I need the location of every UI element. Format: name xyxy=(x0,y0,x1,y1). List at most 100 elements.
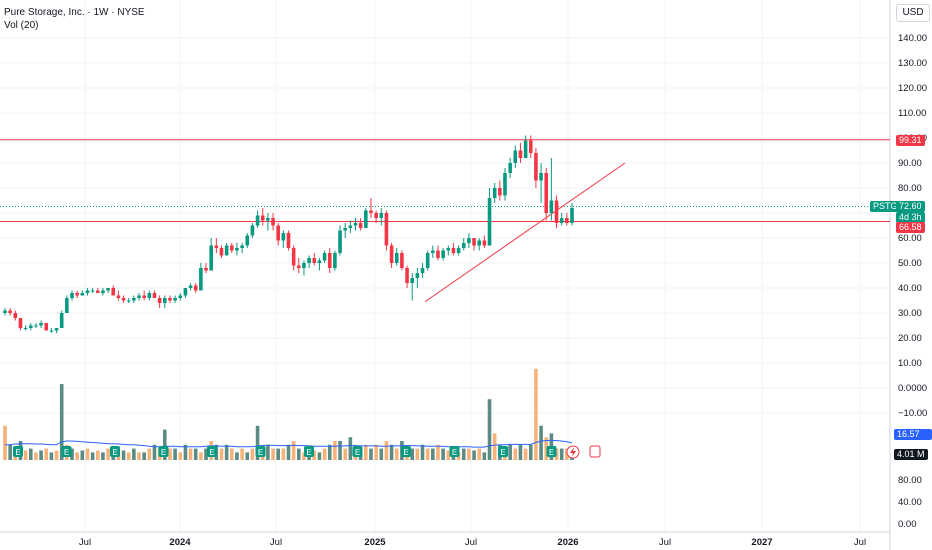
volume-indicator-label[interactable]: Vol (20) xyxy=(4,20,39,31)
candle-body xyxy=(39,323,43,326)
volume-bar xyxy=(534,368,538,460)
price-axis-label: 120.00 xyxy=(898,83,927,94)
candle-body xyxy=(492,188,497,198)
candle-body xyxy=(544,173,549,213)
volume-bar xyxy=(389,444,394,460)
symbol-title[interactable]: Pure Storage, Inc. · 1W · NYSE xyxy=(4,7,145,18)
candle-body xyxy=(482,240,487,246)
ticker-tag: PSTG xyxy=(870,201,901,212)
volume-bar xyxy=(199,452,203,460)
candle-body xyxy=(70,293,74,298)
candle-body xyxy=(178,295,183,298)
price-axis-label: 50.00 xyxy=(898,258,922,269)
earnings-marker-label: E xyxy=(355,448,360,457)
candle-body xyxy=(477,240,482,246)
time-axis-label: Jul xyxy=(465,537,477,548)
candle-body xyxy=(162,298,167,303)
volume-bar xyxy=(410,448,415,460)
earnings-marker xyxy=(13,446,23,457)
volume-bar xyxy=(528,444,533,460)
time-axis-label: 2027 xyxy=(751,537,772,548)
volume-bar xyxy=(291,441,296,460)
earnings-marker-label: E xyxy=(209,448,214,457)
volume-axis-label: 0.00 xyxy=(898,519,917,530)
price-axis-label: 90.00 xyxy=(898,158,922,169)
candle-body xyxy=(307,258,311,263)
candle-body xyxy=(147,293,152,298)
candle-body xyxy=(513,150,518,163)
candle-body xyxy=(224,245,229,256)
candle-body xyxy=(286,233,291,248)
volume-bar xyxy=(477,448,482,460)
candle-body xyxy=(369,210,373,213)
candle-body xyxy=(173,298,177,301)
candle-body xyxy=(214,245,219,248)
volume-bar xyxy=(121,450,126,460)
time-axis-label: Jul xyxy=(79,537,91,548)
volume-bar xyxy=(8,444,12,460)
candle-body xyxy=(260,215,265,221)
candle-body xyxy=(461,243,466,248)
earnings-marker-label: E xyxy=(64,448,69,457)
earnings-marker-label: E xyxy=(15,448,20,457)
candle-body xyxy=(467,238,471,243)
volume-bar xyxy=(75,452,79,460)
candle-body xyxy=(132,298,136,301)
earnings-marker xyxy=(401,446,411,457)
volume-bar xyxy=(204,448,208,460)
volume-bar xyxy=(250,448,255,460)
candle-body xyxy=(80,293,85,296)
volume-bar xyxy=(183,444,188,460)
volume-bar xyxy=(523,448,528,460)
candle-body xyxy=(534,153,538,181)
candle-body xyxy=(338,230,342,253)
candle-body xyxy=(431,250,435,253)
candle-body xyxy=(121,298,126,301)
candle-body xyxy=(498,188,502,196)
earnings-marker-label: E xyxy=(161,448,166,457)
candle-body xyxy=(34,325,38,327)
candle-body xyxy=(348,225,353,228)
price-axis-label: 10.00 xyxy=(898,358,922,369)
candle-body xyxy=(400,253,404,268)
volume-bar xyxy=(369,448,373,460)
candle-body xyxy=(441,250,445,258)
volume-bar xyxy=(142,452,146,460)
earnings-marker xyxy=(61,446,72,457)
candle-body xyxy=(8,310,12,313)
candle-body xyxy=(333,253,337,268)
candle-body xyxy=(18,318,23,328)
candle-body xyxy=(446,248,451,251)
volume-bar xyxy=(137,452,141,460)
candle-body xyxy=(570,208,574,223)
volume-bar xyxy=(178,452,183,460)
volume-bar xyxy=(266,444,270,460)
candle-body xyxy=(559,218,564,223)
volume-bar xyxy=(394,448,399,460)
volume-bar xyxy=(317,452,322,460)
volume-bar xyxy=(34,452,38,460)
candle-body xyxy=(266,218,270,221)
volume-bar xyxy=(276,448,280,460)
currency-button[interactable]: USD xyxy=(896,4,930,22)
volume-bar xyxy=(132,448,136,460)
price-axis-label: 40.00 xyxy=(898,283,922,294)
volume-bar xyxy=(235,452,239,460)
volume-bar xyxy=(384,441,389,460)
volume-bar xyxy=(23,450,28,460)
candle-body xyxy=(343,228,347,231)
volume-bar xyxy=(281,448,286,460)
volume-bar xyxy=(302,452,306,460)
earnings-marker-label: E xyxy=(258,448,263,457)
volume-ma-line xyxy=(5,439,573,448)
volume-bar xyxy=(59,384,64,460)
volume-bar xyxy=(126,452,131,460)
earnings-marker xyxy=(207,446,217,457)
candle-body xyxy=(106,288,110,291)
volume-bar xyxy=(420,444,425,460)
volume-bar xyxy=(49,452,54,460)
volume-bar xyxy=(297,448,301,460)
volume-bar xyxy=(565,448,569,460)
candle-body xyxy=(528,140,533,153)
